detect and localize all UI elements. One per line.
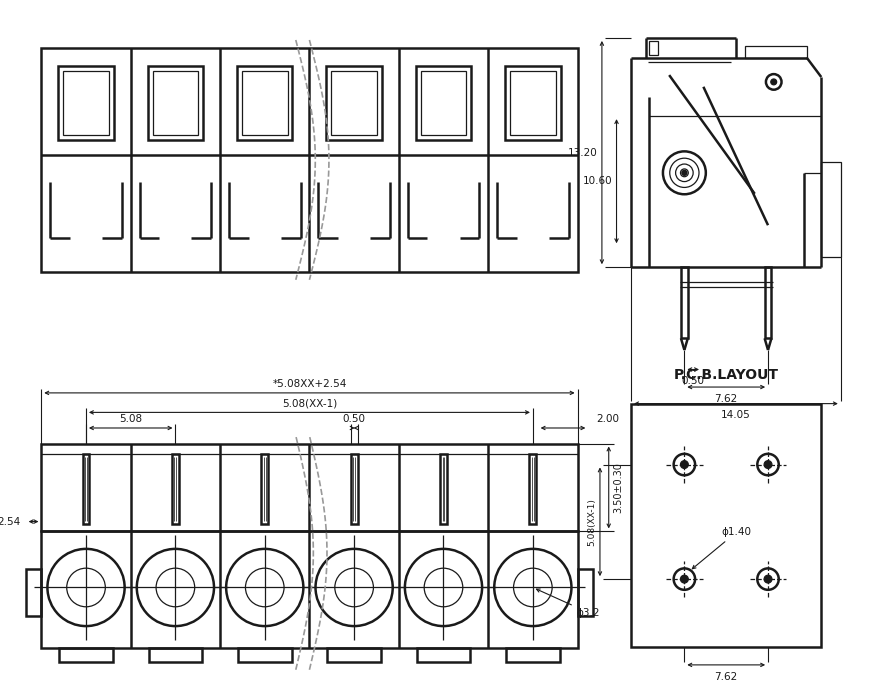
Bar bbox=[58, 66, 114, 140]
Bar bbox=[172, 454, 179, 524]
Text: 7.62: 7.62 bbox=[713, 672, 737, 682]
Bar bbox=[416, 648, 470, 662]
Bar bbox=[505, 66, 560, 140]
Text: 7.62: 7.62 bbox=[713, 394, 737, 404]
Bar bbox=[152, 71, 198, 135]
Text: 14.05: 14.05 bbox=[720, 410, 750, 421]
Bar bbox=[630, 404, 820, 648]
Text: 2.00: 2.00 bbox=[595, 414, 619, 424]
Bar bbox=[745, 46, 806, 57]
Text: 0.50: 0.50 bbox=[342, 414, 365, 424]
Bar bbox=[506, 648, 559, 662]
Bar bbox=[42, 444, 577, 531]
Circle shape bbox=[680, 575, 687, 583]
Bar bbox=[149, 648, 202, 662]
Bar bbox=[63, 71, 109, 135]
Bar bbox=[42, 531, 577, 648]
Text: 10.60: 10.60 bbox=[582, 176, 612, 186]
Bar bbox=[326, 66, 381, 140]
Text: 2.54: 2.54 bbox=[0, 517, 21, 526]
Text: 13.20: 13.20 bbox=[567, 148, 597, 158]
Bar bbox=[236, 66, 292, 140]
Bar bbox=[529, 454, 535, 524]
Bar bbox=[440, 454, 447, 524]
Text: ϕ1.40: ϕ1.40 bbox=[692, 527, 751, 568]
Bar bbox=[238, 648, 291, 662]
Bar bbox=[148, 66, 202, 140]
Text: ϕ3.2: ϕ3.2 bbox=[536, 589, 600, 617]
Bar bbox=[331, 71, 376, 135]
Bar bbox=[261, 454, 268, 524]
Circle shape bbox=[680, 461, 687, 468]
Bar bbox=[577, 569, 593, 615]
Bar bbox=[648, 41, 658, 55]
Bar bbox=[820, 162, 839, 257]
Circle shape bbox=[763, 461, 771, 468]
Bar bbox=[415, 66, 471, 140]
Bar bbox=[242, 71, 288, 135]
Bar bbox=[350, 454, 357, 524]
Text: 0.50: 0.50 bbox=[681, 377, 704, 386]
Bar bbox=[26, 569, 42, 615]
Bar bbox=[327, 648, 381, 662]
Bar bbox=[83, 454, 90, 524]
Bar bbox=[680, 267, 687, 338]
Circle shape bbox=[770, 79, 776, 85]
Text: 5.08(XX-1): 5.08(XX-1) bbox=[587, 498, 595, 546]
Bar bbox=[59, 648, 113, 662]
Bar bbox=[421, 71, 466, 135]
Text: 3.50±0.30: 3.50±0.30 bbox=[613, 462, 623, 513]
Bar bbox=[42, 48, 577, 272]
Text: 5.08(XX-1): 5.08(XX-1) bbox=[282, 398, 336, 409]
Circle shape bbox=[763, 575, 771, 583]
Bar bbox=[764, 267, 771, 338]
Text: P.C.B.LAYOUT: P.C.B.LAYOUT bbox=[673, 368, 778, 382]
Bar bbox=[509, 71, 555, 135]
Circle shape bbox=[681, 171, 686, 175]
Text: 5.08: 5.08 bbox=[119, 414, 143, 424]
Text: *5.08XX+2.54: *5.08XX+2.54 bbox=[272, 379, 346, 389]
